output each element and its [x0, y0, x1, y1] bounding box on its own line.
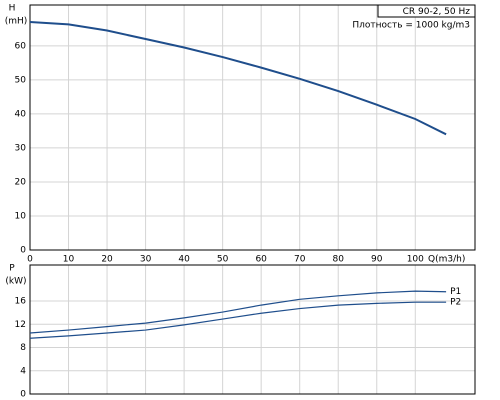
- series-label: P2: [450, 298, 461, 308]
- x-tick-label: 70: [294, 255, 306, 265]
- x-tick-label: 50: [217, 255, 229, 265]
- x-tick-label: 10: [63, 255, 75, 265]
- y-tick-label: 40: [15, 109, 27, 119]
- curve: [29, 301, 447, 339]
- annotation: Плотность = 1000 kg/m3: [352, 21, 470, 31]
- x-tick-label: 60: [255, 255, 267, 265]
- y-tick-label: 60: [15, 41, 27, 51]
- y-tick-label: 4: [20, 366, 26, 376]
- x-tick-label: 20: [101, 255, 113, 265]
- x-tick-label: 30: [140, 255, 152, 265]
- x-tick-label: 90: [371, 255, 383, 265]
- y-tick-label: 16: [15, 297, 27, 307]
- y-axis-label: P: [9, 264, 15, 274]
- y-tick-label: 8: [20, 343, 26, 353]
- x-tick-label: 0: [27, 255, 33, 265]
- x-tick-label: 40: [178, 255, 190, 265]
- plot-frame: [29, 264, 476, 395]
- annotation-box: [377, 4, 476, 18]
- y-axis-unit: (mH): [5, 17, 28, 27]
- curve: [29, 21, 447, 136]
- y-tick-label: 10: [15, 211, 27, 221]
- y-tick-label: 50: [15, 75, 27, 85]
- y-tick-label: 12: [15, 320, 26, 330]
- series-label: P1: [450, 287, 461, 297]
- y-tick-label: 30: [15, 143, 27, 153]
- annotation: CR 90-2, 50 Hz: [403, 7, 471, 17]
- x-axis-label: Q(m3/h): [428, 255, 465, 265]
- y-axis-label: H: [9, 4, 16, 14]
- curve: [29, 290, 447, 334]
- plot-frame: [29, 4, 476, 251]
- y-axis-unit: (kW): [5, 277, 26, 287]
- x-tick-label: 80: [332, 255, 344, 265]
- y-tick-label: 0: [20, 390, 26, 400]
- x-tick-label: 100: [407, 255, 424, 265]
- y-tick-label: 20: [15, 177, 27, 187]
- y-tick-label: 0: [20, 246, 26, 256]
